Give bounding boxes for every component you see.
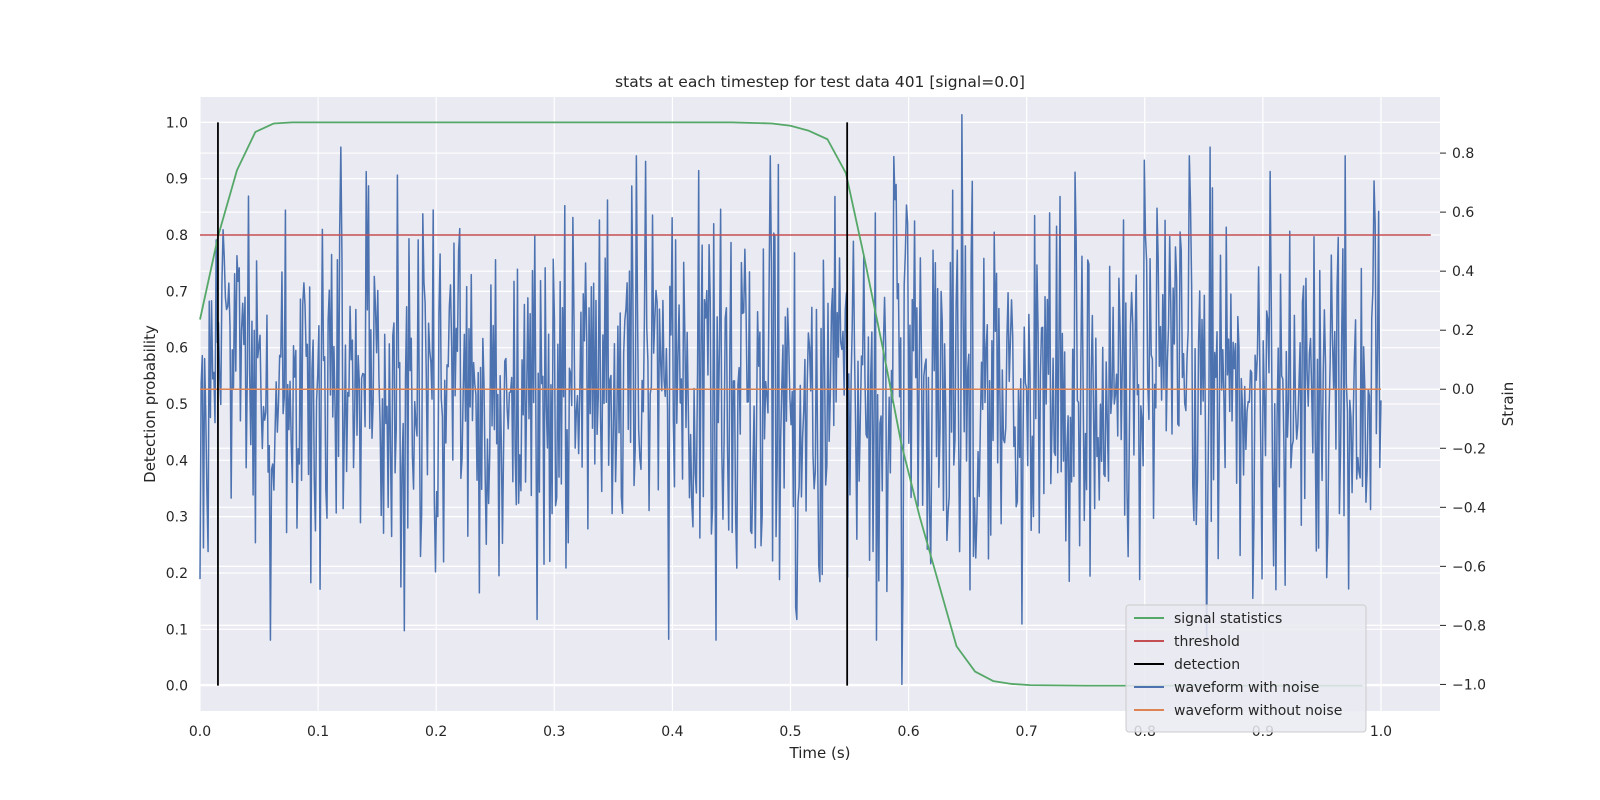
y-right-tick-label: 0.6 bbox=[1452, 205, 1474, 221]
y-right-tick-label: 0.0 bbox=[1452, 382, 1474, 398]
legend-label: waveform with noise bbox=[1174, 680, 1319, 696]
y-left-tick-label: 0.0 bbox=[166, 679, 188, 695]
x-tick-label: 1.0 bbox=[1370, 724, 1392, 740]
series-signal-statistics bbox=[199, 121, 1363, 687]
x-axis-label: Time (s) bbox=[789, 744, 851, 762]
series-waveform-with-noise bbox=[199, 113, 1382, 686]
y-left-tick-label: 0.4 bbox=[166, 453, 188, 469]
legend: signal statistics threshold detection wavef… bbox=[1125, 604, 1367, 733]
y-left-tick-label: 0.1 bbox=[166, 622, 188, 638]
y-left-tick-label: 0.5 bbox=[166, 397, 188, 413]
legend-label: detection bbox=[1174, 657, 1240, 673]
axes-layer: 0.0 0.1 0.2 0.3 0.4 0.5 0.6 0.7 0.8 0.9 1.0 0.0 0.1 0… bbox=[166, 115, 1486, 740]
x-tick-label: 0.5 bbox=[779, 724, 801, 740]
y-left-axis-label: Detection probability bbox=[141, 325, 159, 483]
x-tick-label: 0.2 bbox=[425, 724, 447, 740]
legend-label: waveform without noise bbox=[1174, 703, 1342, 719]
y-right-tick-label: −0.4 bbox=[1452, 500, 1486, 516]
y-left-tick-label: 0.9 bbox=[166, 172, 188, 188]
x-tick-label: 0.7 bbox=[1016, 724, 1038, 740]
legend-box bbox=[1125, 604, 1367, 733]
y-right-tick-label: −0.6 bbox=[1452, 559, 1486, 575]
y-left-tick-label: 0.6 bbox=[166, 341, 188, 357]
y-right-tick-label: 0.4 bbox=[1452, 264, 1474, 280]
y-left-tick-label: 0.8 bbox=[166, 228, 188, 244]
series-layer bbox=[199, 113, 1431, 687]
y-right-tick-label: −0.2 bbox=[1452, 441, 1486, 457]
y-left-tick-label: 0.3 bbox=[166, 510, 188, 526]
y-right-tick-label: 0.2 bbox=[1452, 323, 1474, 339]
y-left-tick-label: 0.2 bbox=[166, 566, 188, 582]
y-left-tick-label: 1.0 bbox=[166, 115, 188, 131]
y-left-tick-label: 0.7 bbox=[166, 284, 188, 300]
x-tick-label: 0.4 bbox=[661, 724, 683, 740]
y-right-tick-label: −1.0 bbox=[1452, 677, 1486, 693]
y-right-tick-label: 0.8 bbox=[1452, 146, 1474, 162]
legend-label: signal statistics bbox=[1174, 611, 1282, 627]
x-tick-label: 0.6 bbox=[897, 724, 919, 740]
y-right-tick-label: −0.8 bbox=[1452, 618, 1486, 634]
x-tick-label: 0.3 bbox=[543, 724, 565, 740]
x-tick-label: 0.1 bbox=[307, 724, 329, 740]
chart-title: stats at each timestep for test data 401… bbox=[615, 73, 1025, 91]
legend-label: threshold bbox=[1174, 634, 1240, 650]
y-right-axis-label: Strain bbox=[1499, 382, 1517, 426]
x-tick-label: 0.0 bbox=[189, 724, 211, 740]
